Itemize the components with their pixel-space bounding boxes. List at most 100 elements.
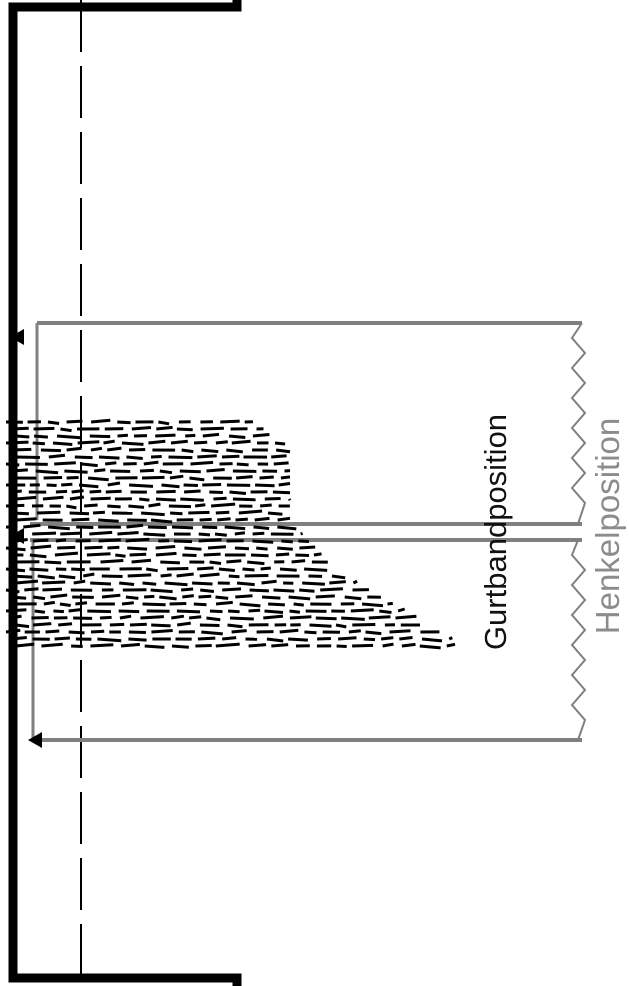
hatch-dash [10, 636, 27, 641]
hatch-dash [171, 614, 185, 620]
hatch-dash [10, 426, 29, 431]
hatch-dash [309, 623, 332, 628]
hatch-dash [277, 525, 297, 531]
hatch-dash [40, 448, 62, 453]
hatch-dash [107, 504, 121, 509]
hatch-dash [182, 553, 197, 557]
hatch-dash [89, 530, 113, 536]
hatch-dash [37, 574, 55, 580]
hatch-dash [235, 475, 253, 480]
hatch-dash [209, 609, 223, 614]
hatch-dash [399, 636, 413, 641]
hatch-dash [59, 602, 71, 607]
hatch-dash [50, 593, 68, 599]
hatch-dash [5, 440, 29, 445]
hatch-dash [107, 545, 120, 550]
hatch-dash [184, 546, 202, 551]
hatch-dash [30, 544, 52, 550]
hatch-dash [10, 447, 32, 452]
hatch-dash [226, 448, 243, 454]
hatch-dash [273, 461, 289, 466]
hatch-dash [127, 546, 148, 551]
hatch-dash [144, 644, 165, 649]
hatch-dash [101, 593, 121, 599]
hatch-dash [90, 643, 114, 648]
hatch-dash [195, 644, 212, 648]
hatch-dash [160, 560, 180, 565]
hatch-dash [220, 419, 240, 424]
hatch-dash [260, 566, 271, 571]
hatch-dash [181, 448, 194, 454]
hatch-dash [361, 602, 384, 608]
hatch-dash [235, 594, 253, 599]
hatch-dash [100, 559, 124, 564]
hatch-dash [117, 420, 131, 425]
hatch-dash [446, 642, 456, 648]
hatch-dash [141, 475, 165, 480]
hatch-dash [69, 495, 85, 501]
hatch-dash [33, 434, 49, 439]
hatch-dash [164, 581, 188, 587]
hatch-dash [129, 483, 154, 488]
hatch-dash [199, 572, 220, 578]
hatch-dash [341, 616, 365, 621]
hatch-dash [299, 545, 316, 550]
hatch-dash [42, 580, 66, 585]
hatch-dash [183, 483, 198, 487]
hatch-dash [150, 518, 173, 524]
hatch-dash [338, 636, 357, 641]
hatch-dash [293, 602, 304, 607]
hatch-dash [234, 531, 246, 536]
hatch-dash [89, 489, 102, 494]
hatch-dash [131, 558, 152, 564]
hatch-dash [171, 644, 189, 649]
hatch-dash [315, 616, 337, 621]
hatch-dash [234, 546, 250, 551]
hatch-dash [140, 511, 165, 517]
hatch-dash [5, 588, 20, 594]
material-hatch [5, 418, 456, 650]
hatch-dash [151, 623, 171, 628]
hatch-dash [155, 433, 176, 438]
hatch-dash [66, 419, 83, 424]
gurtband-position-label: Gurtbandposition [478, 413, 513, 651]
hatch-dash [271, 643, 289, 648]
hatch-dash [32, 531, 57, 536]
hatch-dash [32, 538, 49, 543]
hatch-dash [166, 567, 189, 571]
hatch-dash [42, 587, 63, 592]
hatch-dash [179, 469, 201, 474]
hatch-dash [259, 503, 272, 508]
hatch-dash [155, 497, 176, 502]
hatch-dash [69, 511, 90, 516]
hatch-dash [252, 539, 274, 544]
hatch-dash [272, 490, 291, 495]
hatch-dash [173, 539, 193, 544]
hatch-dash [161, 483, 180, 489]
hatch-dash [46, 483, 57, 487]
hatch-dash [206, 616, 221, 622]
hatch-dash [107, 446, 122, 452]
hatch-dash [228, 574, 240, 579]
hatch-dash [169, 602, 187, 606]
hatch-dash [421, 637, 443, 643]
hatch-dash [97, 637, 122, 643]
hatch-dash [127, 573, 152, 578]
hatch-dash [215, 600, 233, 606]
hatch-dash [107, 481, 121, 487]
hatch-dash [176, 609, 201, 614]
hatch-dash [55, 489, 68, 494]
hatch-dash [279, 628, 299, 634]
hatch-dash [76, 525, 94, 529]
hatch-dash [90, 418, 111, 424]
hatch-dash [83, 572, 95, 578]
hatch-dash [180, 587, 194, 592]
hatch-dash [274, 441, 286, 446]
hatch-dash [129, 552, 147, 557]
hatch-dash [31, 616, 49, 620]
hatch-dash [236, 581, 255, 587]
hatch-dash [299, 588, 315, 593]
hatch-dash [168, 455, 193, 460]
hatch-dash [43, 476, 63, 480]
